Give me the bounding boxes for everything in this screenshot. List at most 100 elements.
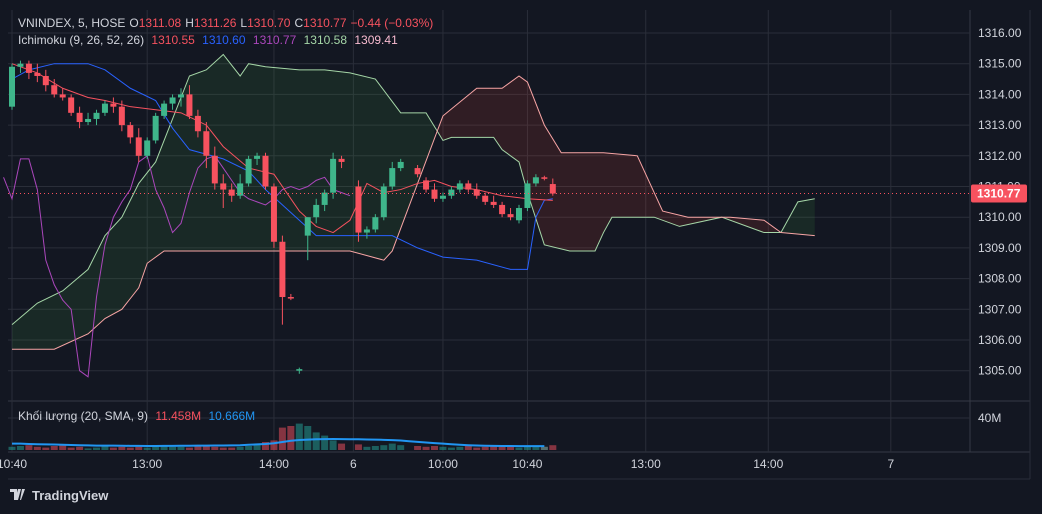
volume-bar — [329, 440, 337, 450]
candle-body — [456, 183, 463, 190]
time-tick-label: 13:00 — [631, 457, 661, 471]
senkou-a-value: 1310.58 — [303, 33, 348, 47]
axes: 1316.001315.001314.001313.001312.001311.… — [0, 26, 1022, 471]
volume-tick-label: 40M — [978, 411, 1001, 425]
candle-body — [169, 97, 176, 104]
volume-bar — [59, 445, 67, 450]
high-value: 1311.26 — [193, 16, 237, 30]
candle-body — [330, 158, 337, 193]
volume-bar — [84, 448, 92, 450]
time-tick-label: 6 — [350, 457, 357, 471]
volume-bar — [160, 446, 168, 450]
volume-bar — [321, 435, 329, 450]
volume-bar — [397, 445, 405, 450]
kijun-line — [11, 63, 553, 270]
candle-body — [76, 112, 83, 123]
price-tick-label: 1306.00 — [978, 333, 1022, 347]
volume-bar — [25, 445, 33, 450]
time-tick-label: 10:40 — [0, 457, 27, 471]
time-tick-label: 10:40 — [512, 457, 542, 471]
volume-bar — [270, 440, 278, 450]
candle-body — [524, 183, 531, 208]
volume-bar — [422, 446, 430, 450]
volume-bar — [109, 447, 117, 450]
candle-body — [397, 161, 404, 169]
candle-body — [473, 189, 480, 196]
brand-text: TradingView — [32, 488, 109, 503]
ichimoku-name[interactable]: Ichimoku (9, 26, 52, 26) — [18, 33, 145, 47]
volume-legend: Khối lượng (20, SMA, 9) 11.458M 10.666M — [18, 409, 259, 423]
candle-body — [279, 241, 286, 298]
candle-body — [17, 63, 24, 67]
volume-bar — [363, 446, 371, 450]
candle-body — [85, 118, 92, 123]
candle-body — [93, 112, 100, 119]
candle-body — [414, 168, 421, 175]
volume-bar — [295, 423, 303, 450]
candle-body — [228, 189, 235, 196]
ohlc-legend: VNINDEX, 5, HOSE O1311.08 H1311.26 L1310.70… — [18, 16, 437, 30]
candle-body — [178, 94, 184, 98]
volume-bar — [473, 447, 481, 450]
current-price-text: 1310.77 — [977, 187, 1021, 201]
candle-body — [499, 204, 506, 215]
candle-body — [9, 66, 15, 107]
candle-body — [465, 183, 472, 190]
candle-body — [34, 72, 41, 76]
candle-body — [186, 94, 193, 116]
candle-body — [194, 115, 201, 132]
candle-body — [431, 189, 438, 199]
candle-body — [313, 204, 320, 218]
volume-bar — [185, 447, 193, 450]
candle-body — [101, 103, 108, 113]
volume-bar — [540, 446, 548, 450]
volume-bar — [50, 446, 58, 450]
volume-bar — [118, 446, 126, 450]
cloud-segment — [438, 75, 718, 251]
candlesticks[interactable] — [9, 60, 556, 374]
close-value: 1310.77 — [303, 16, 347, 30]
candle-body — [161, 103, 168, 116]
candle-body — [516, 207, 522, 221]
candle-body — [118, 106, 125, 126]
volume-bar — [245, 446, 253, 450]
volume-bar — [338, 443, 346, 450]
volume-bar — [287, 426, 295, 450]
candle-body — [372, 217, 379, 230]
candle-body — [68, 97, 75, 113]
candle-body — [262, 155, 269, 187]
time-tick-label: 7 — [887, 457, 894, 471]
candle-body — [549, 184, 556, 194]
price-tick-label: 1305.00 — [978, 364, 1022, 378]
volume-bar — [169, 446, 177, 450]
price-tick-label: 1307.00 — [978, 302, 1022, 316]
volume-bar — [515, 447, 523, 450]
volume-bar — [211, 446, 219, 450]
price-tick-label: 1315.00 — [978, 57, 1022, 71]
price-tick-label: 1316.00 — [978, 26, 1022, 40]
candle-body — [448, 189, 455, 196]
ichimoku-legend: Ichimoku (9, 26, 52, 26) 1310.55 1310.60… — [18, 33, 402, 47]
chikou-line — [3, 154, 351, 378]
volume-bar — [490, 446, 498, 450]
close-label: C — [294, 16, 304, 30]
symbol-label[interactable]: VNINDEX, 5, HOSE — [18, 16, 126, 30]
volume-bar — [42, 447, 50, 450]
candle-body — [296, 369, 303, 371]
candle-body — [423, 180, 430, 190]
tradingview-logo[interactable]: TradingView — [10, 488, 108, 503]
candle-body — [541, 177, 548, 179]
tenkan-value: 1310.55 — [151, 33, 195, 47]
volume-bar — [143, 447, 151, 450]
cloud-segment — [726, 217, 777, 233]
current-price-label: 1310.77 — [971, 184, 1027, 203]
volume-bar — [371, 446, 379, 450]
volume-name[interactable]: Khối lượng (20, SMA, 9) — [18, 409, 148, 423]
volume-bar — [253, 443, 261, 450]
volume-bar — [219, 447, 227, 450]
volume-bar — [33, 446, 41, 450]
price-tick-label: 1308.00 — [978, 272, 1022, 286]
volume-bar — [388, 443, 396, 450]
candle-body — [237, 183, 244, 196]
